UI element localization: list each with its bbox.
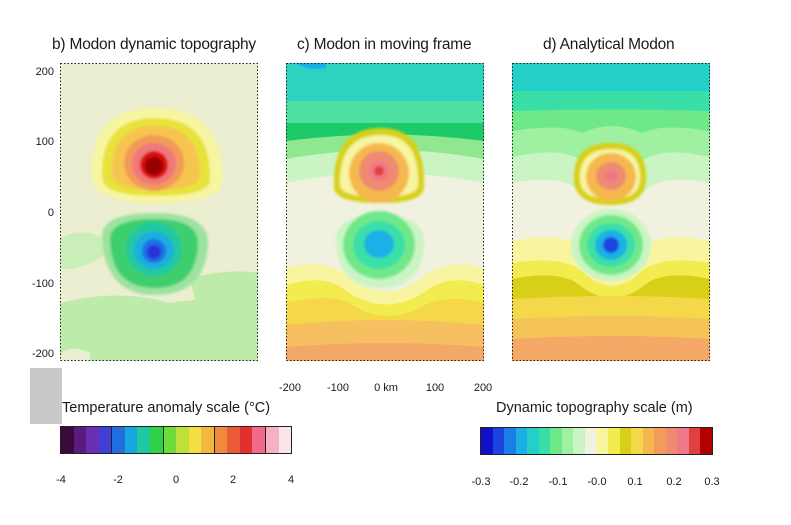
temperature-tick-label: 4	[287, 474, 295, 486]
band-teal	[512, 91, 710, 113]
band-blue-edge	[296, 63, 326, 69]
temperature-tick-label: 0	[172, 474, 180, 486]
colorbar-swatch	[176, 427, 189, 453]
colorbar-swatch	[98, 427, 112, 453]
colorbar-swatch	[239, 427, 253, 453]
side-tab	[30, 368, 62, 424]
colorbar-swatch	[527, 428, 539, 454]
colorbar-swatch	[213, 427, 228, 453]
topography-tick-label: -0.1	[548, 476, 568, 488]
colorbar-swatch	[252, 427, 265, 453]
temperature-colorbar-title: Temperature anomaly scale (°C)	[62, 400, 271, 416]
topography-colorbar-title: Dynamic topography scale (m)	[496, 400, 693, 416]
colorbar-swatch	[86, 427, 99, 453]
colorbar-swatch	[201, 427, 214, 453]
band-green	[286, 101, 484, 125]
panel-frame	[512, 63, 710, 361]
contour-light-green	[60, 232, 115, 269]
colorbar-swatch	[538, 428, 551, 454]
colorbar-swatch	[492, 428, 505, 454]
contour-low-core	[147, 245, 161, 259]
colorbar-swatch	[73, 427, 87, 453]
colorbar-swatch	[265, 427, 279, 453]
colorbar-swatch	[619, 428, 632, 454]
panel-d-heatmap	[512, 63, 710, 361]
x-tick-label: -200	[278, 382, 302, 394]
topography-tick-label: 0.1	[627, 476, 643, 488]
colorbar-swatch	[278, 427, 292, 453]
colorbar-swatch	[550, 428, 562, 454]
colorbar-swatch	[227, 427, 240, 453]
topography-tick-label: -0.3	[471, 476, 491, 488]
colorbar-swatch	[188, 427, 202, 453]
colorbar-swatch	[124, 427, 138, 453]
y-tick-label: 200	[35, 66, 54, 78]
panel-c-title: c) Modon in moving frame	[297, 36, 472, 53]
colorbar-swatch	[481, 428, 493, 454]
colorbar-swatch	[677, 428, 689, 454]
band-deep-orange	[286, 343, 484, 361]
band-cyan	[286, 63, 484, 103]
y-tick-label: -100	[31, 278, 54, 290]
panel-d-title: d) Analytical Modon	[543, 36, 675, 53]
topography-tick-label: -0.0	[587, 476, 607, 488]
colorbar-swatch	[642, 428, 655, 454]
topography-tick-label: 0.2	[666, 476, 682, 488]
colorbar-swatch	[561, 428, 574, 454]
y-tick-label: 100	[35, 136, 54, 148]
colorbar-swatch	[631, 428, 643, 454]
x-tick-label: 200	[473, 382, 493, 394]
y-tick-label: -200	[31, 348, 54, 360]
panel-c-heatmap	[286, 63, 484, 361]
colorbar-swatch	[700, 428, 712, 454]
colorbar-swatch	[162, 427, 177, 453]
band-cyan	[512, 63, 710, 93]
y-tick-label: 0	[47, 207, 54, 219]
topography-tick-label: -0.2	[509, 476, 529, 488]
panel-b-heatmap	[60, 63, 258, 361]
colorbar-swatch	[688, 428, 701, 454]
colorbar-swatch	[665, 428, 678, 454]
panel-d-plot	[512, 63, 710, 361]
colorbar-swatch	[654, 428, 666, 454]
contour-high-core	[374, 166, 384, 176]
contour-low-core	[603, 237, 619, 253]
panel-frame	[286, 63, 484, 361]
colorbar-swatch	[515, 428, 528, 454]
colorbar-swatch	[608, 428, 620, 454]
contour-low-core	[364, 230, 394, 258]
band-deep-orange	[512, 336, 710, 361]
contour-tan	[60, 348, 90, 361]
temperature-tick-label: -2	[113, 474, 123, 486]
x-tick-label: 100	[425, 382, 445, 394]
temperature-tick-label: 2	[229, 474, 237, 486]
colorbar-swatch	[596, 428, 609, 454]
colorbar-swatch	[573, 428, 585, 454]
topography-tick-label: 0.3	[704, 476, 720, 488]
colorbar-swatch	[61, 427, 74, 453]
colorbar-swatch	[584, 428, 597, 454]
contour-high-core	[605, 170, 617, 182]
colorbar-swatch	[111, 427, 125, 453]
contour-high-core	[145, 157, 163, 175]
panel-b-plot	[60, 63, 258, 361]
panel-frame	[60, 63, 258, 361]
colorbar-swatch	[504, 428, 516, 454]
band-green	[512, 109, 710, 133]
contour-light-green	[190, 271, 258, 361]
colorbar-swatch	[149, 427, 163, 453]
panel-b-title: b) Modon dynamic topography	[52, 36, 256, 53]
temperature-colorbar	[60, 426, 292, 454]
colorbar-swatch	[137, 427, 150, 453]
x-tick-label: -100	[326, 382, 350, 394]
topography-colorbar	[480, 427, 713, 455]
x-tick-label: 0 km	[374, 382, 398, 394]
temperature-tick-label: -4	[56, 474, 66, 486]
panel-c-plot	[286, 63, 484, 361]
